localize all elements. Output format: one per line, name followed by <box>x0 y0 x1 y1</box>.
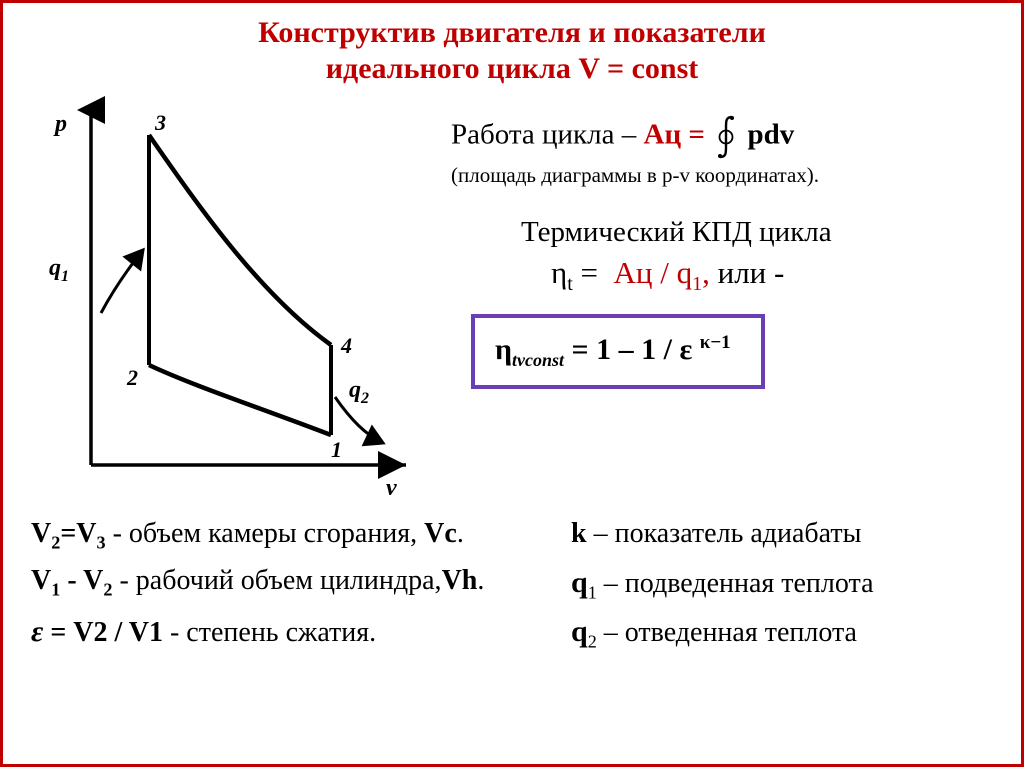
work-symbol: Ац <box>644 119 682 151</box>
pv-diagram-svg: p v 1 2 3 4 q1 q2 <box>31 95 431 505</box>
q2-arrow <box>335 397 383 443</box>
kpd-title: Термический КПД цикла <box>521 216 993 249</box>
work-formula: Работа цикла – Ац = pdv <box>451 113 993 161</box>
definitions: V2=V3 - объем камеры сгорания, Vс. k – п… <box>31 511 993 657</box>
kpd-formula: ηt = Ац / q1, или - <box>551 255 993 296</box>
process-3-4 <box>149 135 331 345</box>
point-2: 2 <box>126 365 138 390</box>
boxed-formula: ηtvconst = 1 – 1 / ε κ−1 <box>471 314 765 389</box>
boxed-eta: η <box>495 333 512 366</box>
process-1-2 <box>149 365 331 435</box>
integral-icon <box>712 113 740 161</box>
def-row-3: ε = V2 / V1 - степень сжатия. q2 – отвед… <box>31 607 993 657</box>
def3-left: ε = V2 / V1 - степень сжатия. <box>31 607 571 657</box>
point-3: 3 <box>154 110 166 135</box>
pv-diagram: p v 1 2 3 4 q1 q2 <box>31 95 431 505</box>
def-row-2: V1 - V2 - рабочий объем цилиндра,Vh. q1 … <box>31 558 993 608</box>
upper-section: p v 1 2 3 4 q1 q2 <box>31 95 993 505</box>
point-1: 1 <box>331 437 342 462</box>
work-equals: = <box>688 119 705 151</box>
work-note: (площадь диаграммы в p-v координатах). <box>451 163 993 188</box>
boxed-inner: ηtvconst = 1 – 1 / ε κ−1 <box>495 333 731 366</box>
work-pdv: pdv <box>747 119 794 151</box>
kpd-rhs: Ац / q1, <box>606 255 710 290</box>
work-prefix: Работа цикла – <box>451 119 636 151</box>
q1-arrow <box>101 250 143 313</box>
kpd-trail: или - <box>710 255 784 290</box>
q2-label: q2 <box>349 377 369 407</box>
x-axis-label: v <box>386 475 397 501</box>
def-row-1: V2=V3 - объем камеры сгорания, Vс. k – п… <box>31 511 993 558</box>
boxed-sub: tvconst <box>512 350 564 370</box>
y-axis-label: p <box>53 111 67 137</box>
formulas-area: Работа цикла – Ац = pdv (площадь диаграм… <box>431 95 993 505</box>
kpd-eta: η <box>551 255 567 290</box>
def2-right: q1 – подведенная теплота <box>571 558 993 608</box>
boxed-exp: κ−1 <box>700 332 731 353</box>
def2-left: V1 - V2 - рабочий объем цилиндра,Vh. <box>31 558 571 608</box>
slide-title: Конструктив двигателя и показатели идеал… <box>31 15 993 87</box>
def1-right: k – показатель адиабаты <box>571 511 993 558</box>
point-4: 4 <box>340 333 352 358</box>
title-line2: идеального цикла V = const <box>326 52 698 85</box>
kpd-eta-sub: t <box>567 273 573 295</box>
slide-frame: Конструктив двигателя и показатели идеал… <box>0 0 1024 767</box>
def3-right: q2 – отведенная теплота <box>571 607 993 657</box>
def1-left: V2=V3 - объем камеры сгорания, Vс. <box>31 511 571 558</box>
kpd-eq: = <box>581 255 598 290</box>
title-line1: Конструктив двигателя и показатели <box>258 16 766 49</box>
q1-label: q1 <box>49 255 69 285</box>
boxed-eq: = 1 – 1 / ε <box>564 333 700 366</box>
